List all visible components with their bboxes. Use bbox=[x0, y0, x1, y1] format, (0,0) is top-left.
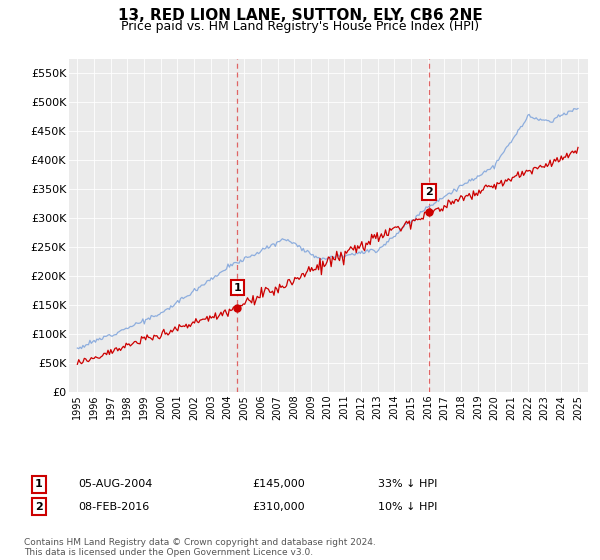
Legend: 13, RED LION LANE, SUTTON, ELY, CB6 2NE (detached house), HPI: Average price, de: 13, RED LION LANE, SUTTON, ELY, CB6 2NE … bbox=[35, 416, 428, 455]
Text: 1: 1 bbox=[233, 283, 241, 293]
Text: 08-FEB-2016: 08-FEB-2016 bbox=[78, 502, 149, 512]
Text: Price paid vs. HM Land Registry's House Price Index (HPI): Price paid vs. HM Land Registry's House … bbox=[121, 20, 479, 32]
Text: Contains HM Land Registry data © Crown copyright and database right 2024.
This d: Contains HM Land Registry data © Crown c… bbox=[24, 538, 376, 557]
Text: 10% ↓ HPI: 10% ↓ HPI bbox=[378, 502, 437, 512]
Text: 05-AUG-2004: 05-AUG-2004 bbox=[78, 479, 152, 489]
Text: 2: 2 bbox=[35, 502, 43, 512]
Text: £310,000: £310,000 bbox=[252, 502, 305, 512]
Text: 2: 2 bbox=[425, 187, 433, 197]
Text: 13, RED LION LANE, SUTTON, ELY, CB6 2NE: 13, RED LION LANE, SUTTON, ELY, CB6 2NE bbox=[118, 8, 482, 24]
Text: 1: 1 bbox=[35, 479, 43, 489]
Text: 33% ↓ HPI: 33% ↓ HPI bbox=[378, 479, 437, 489]
Text: £145,000: £145,000 bbox=[252, 479, 305, 489]
